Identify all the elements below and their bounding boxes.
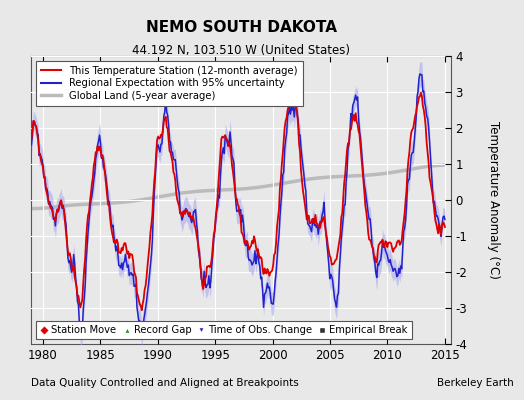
Y-axis label: Temperature Anomaly (°C): Temperature Anomaly (°C) [487,121,500,279]
Text: Berkeley Earth: Berkeley Earth [437,378,514,388]
Text: 44.192 N, 103.510 W (United States): 44.192 N, 103.510 W (United States) [132,44,350,57]
Text: NEMO SOUTH DAKOTA: NEMO SOUTH DAKOTA [146,20,336,35]
Text: Data Quality Controlled and Aligned at Breakpoints: Data Quality Controlled and Aligned at B… [31,378,299,388]
Legend: Station Move, Record Gap, Time of Obs. Change, Empirical Break: Station Move, Record Gap, Time of Obs. C… [37,321,412,339]
